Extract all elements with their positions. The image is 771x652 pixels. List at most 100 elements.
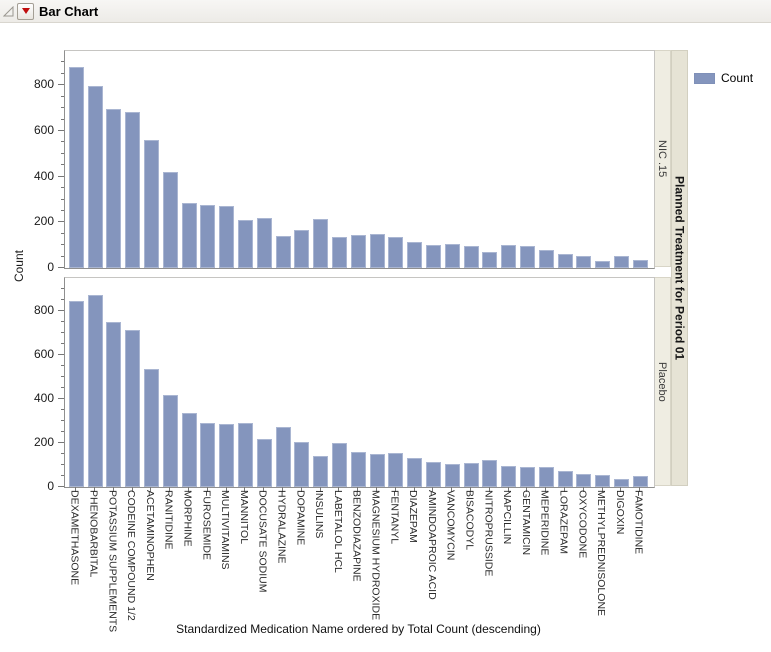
bar-famotidine[interactable] — [632, 259, 648, 268]
bar-napcillin[interactable] — [501, 244, 517, 268]
x-axis-tick — [300, 487, 302, 492]
y-axis-tick-label: 800 — [33, 77, 54, 92]
x-axis-tick — [357, 487, 359, 492]
bar-gentamicin[interactable] — [519, 246, 535, 268]
bar-dexamethasone[interactable] — [68, 301, 84, 487]
x-axis-tick — [432, 487, 434, 492]
x-category-label: DOCUSATE SODIUM — [256, 490, 269, 593]
x-category-label: DIGOXIN — [613, 490, 626, 535]
bar-vancomycin[interactable] — [444, 463, 460, 487]
y-axis-minor-tick — [61, 365, 64, 366]
bar-magnesium-hydroxide[interactable] — [369, 233, 385, 268]
bar-diazepam[interactable] — [407, 242, 423, 268]
bar-digoxin[interactable] — [613, 256, 629, 268]
bar-furosemide[interactable] — [200, 423, 216, 487]
bar-docusate-sodium[interactable] — [256, 218, 272, 268]
bar-phenobarbital[interactable] — [87, 86, 103, 268]
bar-meperidine[interactable] — [538, 249, 554, 268]
bar-docusate-sodium[interactable] — [256, 438, 272, 487]
bar-codeine-compound-1-2[interactable] — [125, 329, 141, 487]
y-axis-minor-tick — [61, 118, 64, 120]
bar-digoxin[interactable] — [613, 478, 629, 487]
bar-hydralazine[interactable] — [275, 426, 291, 487]
x-category-label: DEXAMETHASONE — [68, 490, 81, 586]
bar-bisacodyl[interactable] — [463, 245, 479, 268]
bar-ranitidine[interactable] — [162, 394, 178, 487]
bar-insulins[interactable] — [313, 218, 329, 268]
bar-lorazepam[interactable] — [557, 254, 573, 268]
x-axis-tick — [545, 487, 547, 492]
y-axis-tick-label: 400 — [33, 168, 54, 183]
x-axis-tick — [225, 487, 227, 492]
bar-benzodiazapine[interactable] — [350, 451, 366, 487]
bar-methylprednisolone[interactable] — [595, 260, 611, 268]
bar-multivitamins[interactable] — [219, 205, 235, 268]
x-category-label: FENTANYL — [388, 490, 401, 545]
bar-dopamine[interactable] — [294, 230, 310, 268]
y-axis-major-tick — [58, 398, 64, 399]
chart-panel-placebo — [64, 277, 655, 488]
y-axis-minor-tick — [61, 321, 64, 322]
bar-meperidine[interactable] — [538, 466, 554, 487]
bar-nitroprusside[interactable] — [482, 459, 498, 487]
y-axis-minor-tick — [61, 343, 64, 344]
bar-magnesium-hydroxide[interactable] — [369, 454, 385, 487]
bar-mannitol[interactable] — [237, 423, 253, 487]
bar-hydralazine[interactable] — [275, 236, 291, 268]
legend-item-count[interactable]: Count — [694, 71, 753, 85]
bar-vancomycin[interactable] — [444, 244, 460, 268]
x-category-label: HYDRALAZINE — [275, 490, 288, 564]
bar-oxycodone[interactable] — [576, 473, 592, 487]
bar-amindoaproic-acid[interactable] — [425, 461, 441, 487]
bar-dexamethasone[interactable] — [68, 67, 84, 268]
bar-potassium-supplements[interactable] — [106, 108, 122, 268]
bar-famotidine[interactable] — [632, 476, 648, 487]
bar-nitroprusside[interactable] — [482, 251, 498, 268]
bar-methylprednisolone[interactable] — [595, 475, 611, 487]
bar-insulins[interactable] — [313, 456, 329, 487]
disclosure-triangle-icon[interactable] — [3, 5, 14, 17]
bar-acetaminophen[interactable] — [143, 369, 159, 487]
bar-potassium-supplements[interactable] — [106, 322, 122, 487]
x-category-label: MEPERIDINE — [538, 490, 551, 556]
bar-multivitamins[interactable] — [219, 424, 235, 487]
x-axis-tick — [526, 487, 528, 492]
x-category-label: GENTAMICIN — [519, 490, 532, 556]
x-axis-tick — [169, 487, 171, 492]
bar-oxycodone[interactable] — [576, 255, 592, 268]
x-category-label: NITROPRUSSIDE — [482, 490, 495, 577]
bar-amindoaproic-acid[interactable] — [425, 245, 441, 268]
x-category-label: MULTIVITAMINS — [219, 490, 232, 570]
bar-morphine[interactable] — [181, 413, 197, 487]
bar-labetalol-hcl[interactable] — [331, 443, 347, 487]
x-axis-tick — [376, 487, 377, 492]
panel-strip-label: Placebo — [656, 361, 668, 402]
y-axis-minor-tick — [61, 95, 64, 97]
bar-fentanyl[interactable] — [388, 452, 404, 487]
bar-furosemide[interactable] — [200, 204, 216, 268]
x-category-label: POTASSIUM SUPPLEMENTS — [106, 490, 119, 633]
bar-labetalol-hcl[interactable] — [331, 237, 347, 268]
bar-lorazepam[interactable] — [557, 470, 573, 487]
bar-phenobarbital[interactable] — [87, 294, 103, 487]
red-triangle-menu-button[interactable] — [17, 2, 34, 20]
bar-gentamicin[interactable] — [519, 467, 535, 487]
x-category-label: CODEINE COMPOUND 1/2 — [125, 490, 138, 621]
bar-benzodiazapine[interactable] — [350, 234, 366, 268]
bar-dopamine[interactable] — [294, 441, 310, 487]
bar-ranitidine[interactable] — [162, 172, 178, 268]
bar-bisacodyl[interactable] — [463, 462, 479, 487]
bar-morphine[interactable] — [181, 202, 197, 268]
panel-variable-strip: Planned Treatment for Period 01 — [671, 50, 688, 486]
x-category-label: FUROSEMIDE — [200, 490, 213, 561]
x-category-label: MORPHINE — [181, 490, 194, 547]
bar-napcillin[interactable] — [501, 465, 517, 487]
y-axis-tick-label: 600 — [33, 122, 54, 137]
bar-diazepam[interactable] — [407, 458, 423, 487]
x-category-label: BENZODIAZAPINE — [350, 490, 363, 582]
legend-label: Count — [721, 71, 754, 85]
bar-mannitol[interactable] — [237, 220, 253, 268]
bar-fentanyl[interactable] — [388, 237, 404, 268]
bar-codeine-compound-1-2[interactable] — [125, 111, 141, 268]
bar-acetaminophen[interactable] — [143, 140, 159, 268]
